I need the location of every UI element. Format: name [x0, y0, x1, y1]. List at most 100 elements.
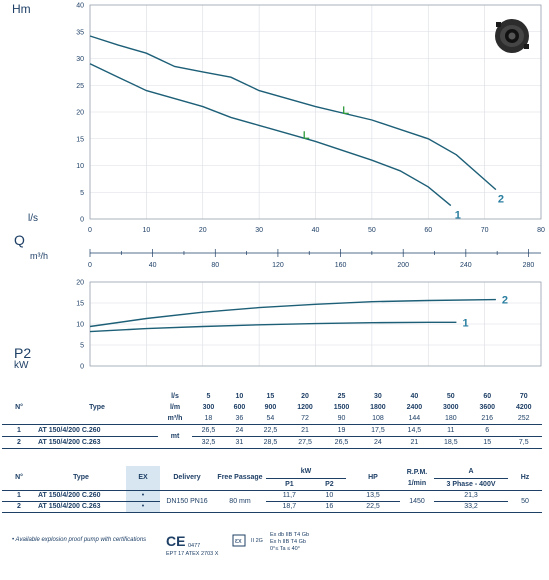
ex-rating-2: Ex h IIB T4 Gb [270, 539, 306, 545]
col-head: 1200 [297, 404, 313, 411]
table-cell: 7,5 [505, 436, 542, 449]
table-cell: 32,5 [192, 436, 225, 449]
col-head: 5 [206, 393, 211, 400]
bep-marker [343, 106, 349, 114]
y-tick-label: 20 [76, 280, 84, 287]
col-head: 2400 [406, 404, 423, 411]
table-cell: 6 [469, 424, 506, 437]
y-tick-label: 10 [76, 163, 84, 170]
q-axis-label: Q [14, 232, 25, 248]
plot-frame [89, 4, 542, 220]
head-table: N° Type l/s 5 10 15 20 25 30 40 50 60 70… [2, 391, 542, 449]
spec-row-p2: 10 [312, 490, 346, 502]
spec-head-p2: P2 [312, 478, 346, 491]
spec-head-rpm: R.P.M. [406, 468, 428, 476]
y-tick-label: 30 [76, 56, 84, 63]
y-tick-label: 10 [76, 322, 84, 329]
spec-row-a: 33,2 [434, 501, 508, 513]
row-type: AT 150/4/200 C.260 [36, 424, 158, 437]
spec-rpm: 1450 [400, 490, 434, 513]
table-cell: 21 [396, 436, 433, 449]
y-tick-label: 15 [76, 136, 84, 143]
spec-row-type: AT 150/4/200 C.263 [36, 501, 126, 513]
table-cell: 26,5 [323, 436, 360, 449]
spec-row-p1: 18,7 [266, 501, 313, 513]
table-cell: 11 [432, 424, 470, 437]
ex-rating-1: Ex db IIB T4 Gb [270, 532, 310, 538]
y-tick-label: 5 [80, 343, 84, 350]
table-cell: 19 [323, 424, 360, 437]
col-head: 300 [202, 404, 215, 411]
svg-text:εx: εx [235, 538, 242, 545]
row-n: 2 [2, 436, 36, 449]
unit-lm: l/m [169, 404, 181, 411]
ept-cert: EPT 17 ATEX 2703 X [166, 551, 219, 557]
y-tick-label: 40 [76, 3, 84, 10]
col-head: 4200 [515, 404, 532, 411]
series-label-2: 2 [498, 194, 504, 206]
table-cell: 17,5 [359, 424, 397, 437]
spec-head-delivery: Delivery [160, 466, 214, 491]
bep-marker [303, 131, 310, 139]
spec-hz: 50 [508, 490, 542, 513]
spec-head-ex: EX [126, 466, 160, 491]
col-head: 144 [396, 413, 433, 425]
x-tick-label: 30 [255, 227, 263, 234]
row-type: AT 150/4/200 C.263 [36, 436, 158, 449]
row-n: 1 [2, 424, 36, 437]
footer-note: • Available explosion proof pump with ce… [12, 537, 147, 543]
col-head: 36 [224, 413, 255, 425]
col-head: 54 [254, 413, 287, 425]
spec-head-rpm-unit: 1/min [400, 478, 434, 491]
x-tick-label: 80 [537, 227, 545, 234]
p2-axis-label: P2 [14, 345, 32, 361]
spec-head-kw: kW [266, 466, 346, 479]
spec-free-passage: 80 mm [214, 490, 266, 513]
ce-mark: CE [166, 533, 186, 549]
col-head: 108 [359, 413, 397, 425]
spec-head-p1: P1 [266, 478, 313, 491]
x-tick-label: 20 [199, 227, 207, 234]
unit-mt: mt [158, 424, 192, 449]
col-head: 216 [469, 413, 506, 425]
series-line-2 [89, 298, 496, 328]
table-cell: 14,5 [396, 424, 433, 437]
series-label-1: 1 [462, 317, 468, 329]
spec-head-phase: 3 Phase - 400V [434, 478, 508, 491]
secondary-x-tick-label: 0 [88, 262, 92, 269]
col-head: 15 [266, 393, 275, 400]
y-tick-label: 25 [76, 83, 84, 90]
ce-number: 0477 [188, 543, 201, 549]
ls-axis-label: l/s [28, 213, 38, 224]
col-head: 30 [374, 393, 382, 400]
plot-frame [89, 281, 542, 367]
spec-row-hp: 13,5 [346, 490, 400, 502]
spec-row-hp: 22,5 [346, 501, 400, 513]
head-n: N° [2, 391, 36, 425]
secondary-x-tick-label: 160 [335, 262, 347, 269]
y-tick-label: 35 [76, 29, 84, 36]
spec-row-p1: 11,7 [266, 490, 313, 502]
table-cell: 21 [286, 424, 324, 437]
spec-head-a: A [434, 466, 508, 479]
ta-range: 0°≤ Ta ≤ 40° [270, 546, 300, 552]
spec-row-type: AT 150/4/200 C.260 [36, 490, 126, 502]
table-cell: 26,5 [192, 424, 225, 437]
col-head: 3600 [479, 404, 496, 411]
spec-head-type: Type [36, 466, 126, 491]
spec-row-ex: • [126, 501, 160, 513]
series-line-1 [89, 63, 452, 207]
series-label-2: 2 [502, 295, 508, 307]
secondary-x-tick-label: 200 [397, 262, 409, 269]
x-tick-label: 60 [424, 227, 432, 234]
x-tick-label: 0 [88, 227, 92, 234]
kw-axis-label: kW [14, 360, 29, 371]
col-head: 72 [286, 413, 324, 425]
col-head: 1800 [370, 404, 386, 411]
table-cell: 24 [359, 436, 397, 449]
table-cell: 22,5 [254, 424, 287, 437]
col-head: 252 [505, 413, 542, 425]
col-head: 900 [264, 404, 277, 411]
col-head: 180 [432, 413, 470, 425]
